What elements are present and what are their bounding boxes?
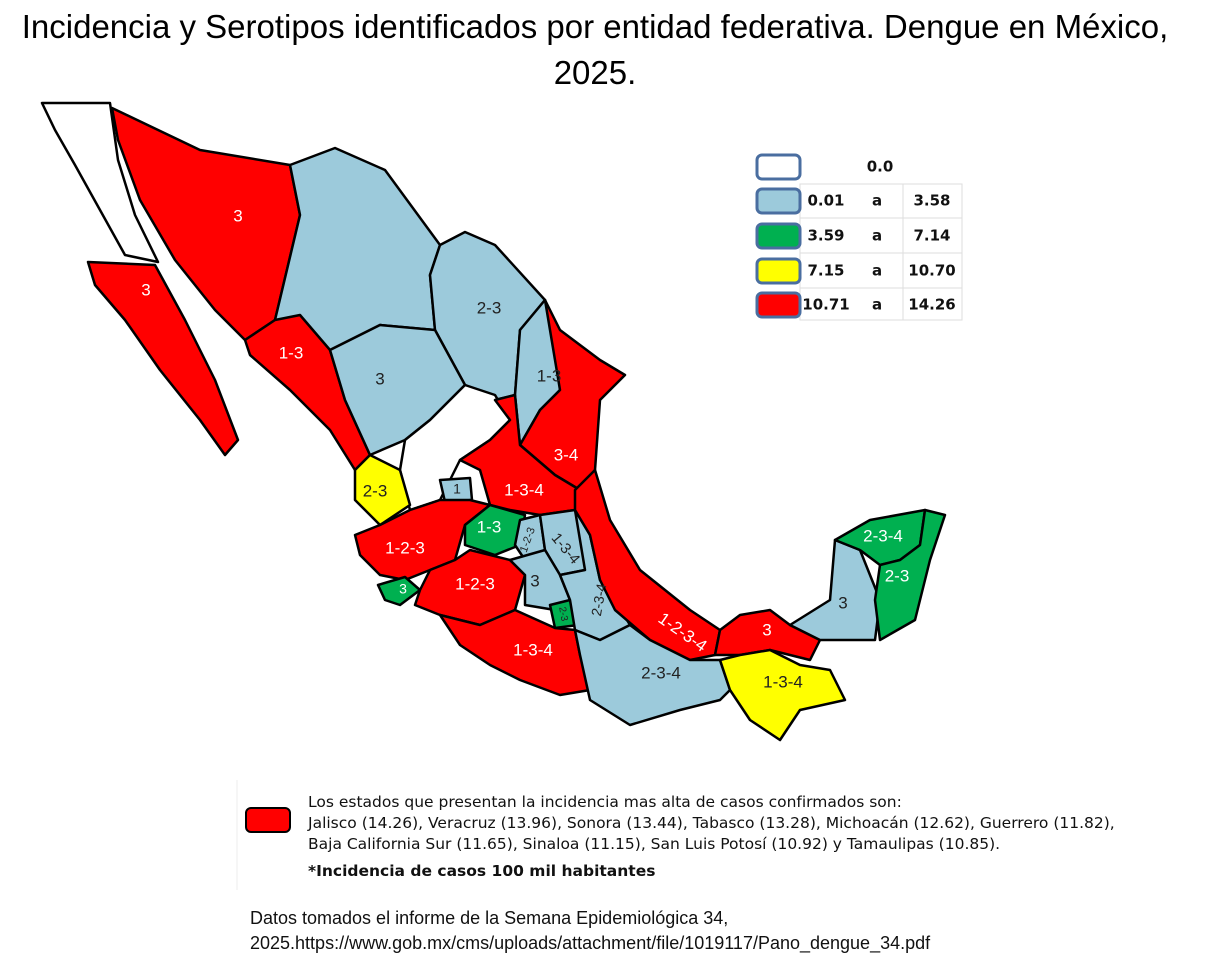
state [873, 508, 947, 642]
state-label: 3 [399, 581, 407, 597]
state-label: 1-3 [477, 517, 502, 536]
state-label: 2-3 [885, 566, 910, 585]
state-label: 3-4 [554, 445, 579, 464]
legend-text: 10.70 [908, 262, 955, 280]
footnote: *Incidencia de casos 100 mil habitantes [308, 862, 656, 880]
state-label: 2-3 [556, 606, 569, 623]
state-label: 1 [453, 481, 461, 497]
legend-text: a [872, 262, 882, 280]
state-label: 3 [530, 571, 539, 590]
state [573, 468, 722, 662]
legend-swatch [755, 222, 802, 250]
source-line: Datos tomados el informe de la Semana Ep… [250, 908, 729, 928]
state-label: 1-2-3 [385, 538, 425, 557]
legend: 0.0 0.01 a 3.58 3.59 a 7.14 7.15 a 10.70… [755, 153, 963, 321]
state [376, 575, 422, 607]
note: Los estados que presentan la incidencia … [308, 792, 1115, 882]
legend-text: a [872, 296, 882, 314]
state-label: 2-3 [363, 481, 388, 500]
state-label: 2-3-4 [641, 663, 681, 682]
legend-swatch [755, 291, 802, 319]
legend-swatch [755, 257, 802, 285]
note-swatch [245, 807, 291, 833]
state-label: 1-2-3 [455, 574, 495, 593]
legend-text: 10.71 [802, 296, 849, 314]
state-label: 3 [838, 593, 847, 612]
state [86, 260, 240, 457]
state [788, 538, 882, 642]
legend-text: 7.15 [807, 262, 844, 280]
note-line: Los estados que presentan la incidencia … [308, 793, 902, 811]
states [40, 101, 947, 742]
state-label: 3 [141, 280, 150, 299]
note-line: Baja California Sur (11.65), Sinaloa (11… [308, 835, 1001, 853]
state-label: 3 [375, 369, 384, 388]
state-label: 2-3-4 [863, 526, 903, 545]
note-line: Jalisco (14.26), Veracruz (13.96), Sonor… [308, 814, 1115, 832]
legend-swatch [755, 153, 802, 181]
source-line: 2025.https://www.gob.mx/cms/uploads/atta… [250, 933, 931, 953]
legend-text: 0.0 [867, 158, 894, 176]
state-label: 1-3-4 [513, 640, 553, 659]
legend-text: 0.01 [807, 192, 844, 210]
legend-text: 3.58 [913, 192, 950, 210]
state [40, 101, 160, 264]
legend-text: 14.26 [908, 296, 955, 314]
state [718, 648, 847, 742]
state [353, 453, 412, 527]
source: Datos tomados el informe de la Semana Ep… [250, 906, 930, 956]
legend-swatch [755, 187, 802, 215]
state-label: 2-3-4 [588, 582, 609, 617]
legend-text: 7.14 [913, 227, 950, 245]
state [713, 608, 822, 662]
state-label: 3 [233, 206, 242, 225]
legend-text: 3.59 [807, 227, 844, 245]
state-label: 2-3 [477, 298, 502, 317]
legend-text: a [872, 227, 882, 245]
state-label: 3 [762, 620, 771, 639]
title: Incidencia y Serotipos identificados por… [21, 8, 1169, 91]
state-label: 1-3-4 [763, 672, 803, 691]
state-label: 1-3-4 [504, 480, 544, 499]
state [458, 393, 582, 517]
state-label: 1-3 [537, 366, 562, 385]
legend-text: a [872, 192, 882, 210]
state-label: 1-3 [279, 343, 304, 362]
legend-grid [799, 183, 963, 321]
